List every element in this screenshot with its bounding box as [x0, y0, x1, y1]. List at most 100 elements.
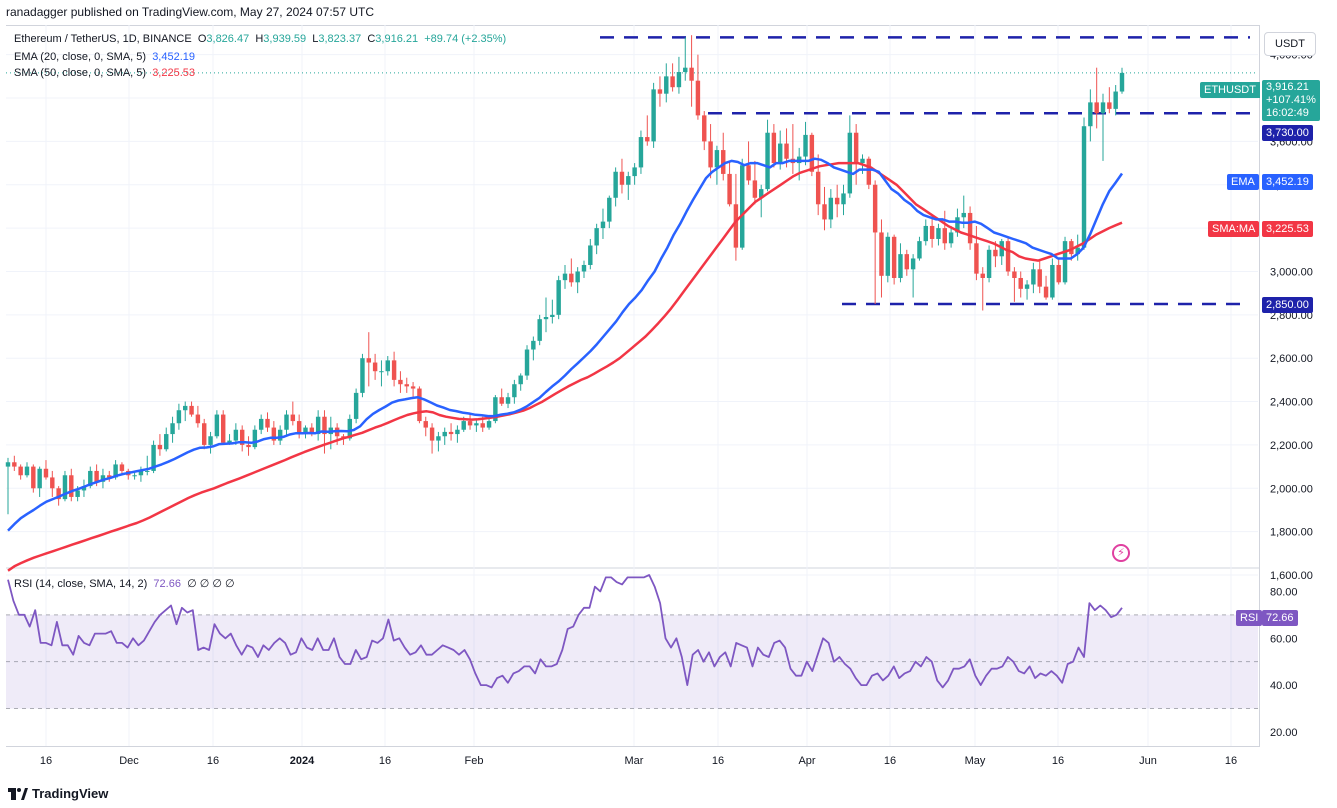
candle-body: [309, 427, 315, 435]
candle-body: [607, 197, 612, 222]
candle-body: [404, 384, 409, 387]
candle-body: [170, 423, 175, 435]
candle-body: [936, 228, 941, 239]
candle-body: [550, 314, 555, 318]
candle-body: [771, 132, 777, 164]
candle-body: [132, 475, 137, 477]
candle-body: [227, 440, 232, 443]
rsi-legend-extra: ∅ ∅ ∅ ∅: [187, 578, 235, 590]
candle-body: [12, 462, 17, 467]
candle-body: [537, 319, 542, 341]
candle-body: [505, 397, 511, 404]
candle-body: [195, 414, 201, 424]
candle-body: [151, 444, 156, 471]
candle-body: [740, 165, 745, 248]
candle-body: [164, 434, 169, 450]
candle-body: [353, 392, 359, 419]
candle-body: [872, 184, 878, 233]
candle-body: [138, 470, 144, 476]
currency-button[interactable]: USDT: [1264, 32, 1316, 56]
sma-line[interactable]: [7, 161, 1123, 572]
bar-countdown: 16:02:49: [1266, 107, 1309, 119]
candle-body: [43, 468, 49, 478]
low-value: 3,823.37: [318, 33, 362, 45]
candle-body: [1119, 72, 1125, 92]
candle-body: [442, 431, 447, 437]
time-tick-label: 16: [712, 755, 724, 767]
rsi-tick-label: 20.00: [1270, 727, 1298, 739]
candle-body: [1031, 269, 1036, 285]
candle-body: [5, 462, 11, 467]
candle-body: [37, 468, 42, 489]
candle-body: [1018, 277, 1023, 289]
sma-name-tag: SMA:MA: [1208, 221, 1260, 237]
candle-body: [1069, 241, 1074, 255]
candle-body: [632, 167, 637, 177]
sma-legend-value: 3,225.53: [152, 67, 196, 79]
candle-body: [31, 466, 36, 489]
legend-symbol-row: Ethereum / TetherUS, 1D, BINANCE O3,826.…: [14, 33, 506, 45]
candle-body: [499, 397, 504, 404]
candle-body: [619, 171, 625, 185]
rsi-tick-label: 80.00: [1270, 586, 1298, 598]
high-label: H: [255, 33, 264, 45]
sma-value-tag: 3,225.53: [1262, 221, 1313, 237]
candle-body: [493, 397, 498, 422]
candle-body: [1088, 102, 1093, 127]
candle-body: [486, 421, 492, 428]
time-tick-label: 2024: [290, 755, 315, 767]
candle-body: [733, 204, 739, 248]
candle-body: [81, 486, 87, 491]
candle-body: [746, 165, 751, 181]
high-value: 3,939.59: [263, 33, 307, 45]
candle-body: [176, 410, 182, 424]
sma-legend-label: SMA (50, close, 0, SMA, 5): [14, 67, 147, 79]
candle-body: [923, 225, 928, 242]
candle-body: [271, 427, 277, 441]
legend-ema-row[interactable]: EMA (20, close, 0, SMA, 5) 3,452.19: [14, 51, 195, 63]
rsi-value-tag: 72.66: [1262, 610, 1298, 626]
candle-body: [1107, 102, 1112, 109]
candle-body: [1100, 102, 1106, 114]
current-change: +107.41%: [1266, 94, 1316, 106]
candle-body: [467, 421, 473, 426]
candle-body: [853, 132, 859, 164]
candle-body: [721, 150, 726, 174]
candle-body: [239, 429, 245, 445]
candle-body: [1024, 284, 1030, 289]
candle-body: [24, 466, 30, 476]
candle-body: [702, 115, 707, 142]
time-tick-label: 16: [207, 755, 219, 767]
price-tick-label: 2,400.00: [1270, 397, 1313, 409]
tradingview-logo-icon: [8, 787, 28, 800]
rsi-name-tag: RSI: [1236, 610, 1263, 626]
candle-body: [1094, 102, 1099, 114]
rsi-line[interactable]: [7, 574, 1123, 689]
candle-body: [809, 134, 815, 172]
candle-body: [18, 466, 23, 476]
candle-body: [974, 243, 979, 274]
candle-body: [1113, 91, 1118, 109]
lightning-icon[interactable]: ⚡: [1112, 544, 1130, 562]
time-tick-label: Dec: [119, 755, 139, 767]
candle-body: [556, 280, 561, 315]
candle-body: [398, 379, 403, 385]
candle-body: [417, 388, 422, 422]
candle-body: [303, 427, 308, 435]
candle-body: [588, 245, 593, 265]
candle-body: [189, 405, 194, 415]
candle-body: [575, 271, 580, 283]
low-label: L: [312, 33, 319, 45]
candle-body: [613, 171, 618, 198]
ema-line[interactable]: [7, 157, 1124, 532]
legend-rsi-row[interactable]: RSI (14, close, SMA, 14, 2) 72.66 ∅ ∅ ∅ …: [14, 577, 235, 590]
candle-body: [1056, 264, 1061, 283]
candle-body: [929, 225, 935, 239]
candle-body: [296, 421, 302, 435]
symbol-price-tag: ETHUSDT: [1200, 82, 1260, 98]
candle-body: [638, 137, 644, 168]
candle-body: [284, 414, 289, 430]
candle-body: [1062, 241, 1068, 283]
legend-sma-row[interactable]: SMA (50, close, 0, SMA, 5) 3,225.53: [14, 67, 195, 79]
